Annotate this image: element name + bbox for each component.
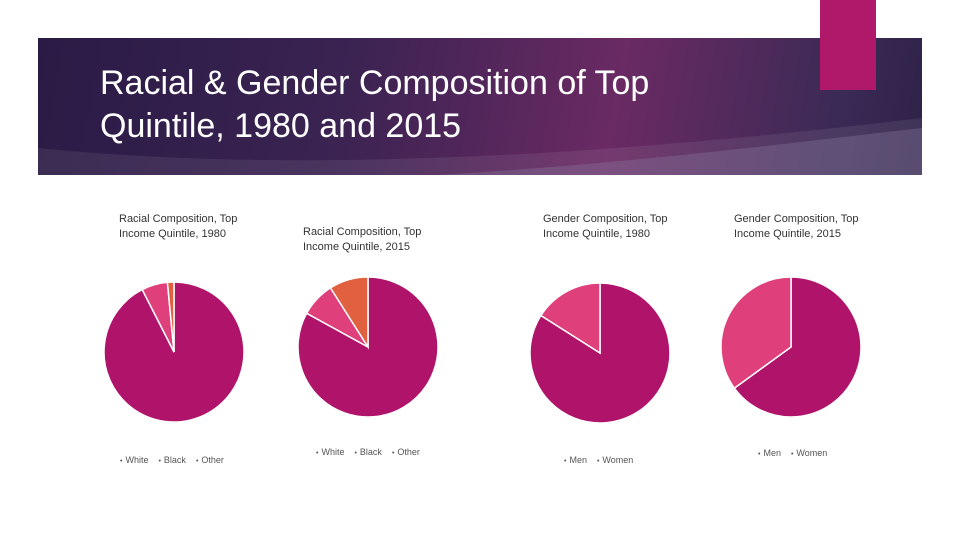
chart-4-title: Gender Composition, Top Income Quintile,…: [734, 213, 859, 240]
legend-label: White: [125, 455, 149, 465]
chart-3-title: Gender Composition, Top Income Quintile,…: [543, 213, 668, 240]
chart-2-pie: [297, 276, 439, 418]
legend-bullet-icon: •: [596, 458, 600, 465]
banner-decoration: [38, 118, 922, 175]
legend-label: White: [321, 447, 345, 457]
legend-label: Men: [569, 455, 587, 465]
chart-4-pie: [720, 276, 862, 418]
legend-bullet-icon: •: [316, 450, 319, 457]
chart-1-legend-item-black: • Black: [158, 455, 185, 465]
legend-label: Black: [163, 455, 186, 465]
legend-label: Men: [763, 448, 781, 458]
chart-2-legend-item-white: • White: [316, 447, 344, 457]
legend-label: Black: [359, 447, 382, 457]
chart-1-pie: [103, 281, 245, 423]
chart-1-slice-other: [166, 281, 175, 353]
chart-3-legend: • Men • Women: [564, 455, 643, 465]
legend-bullet-icon: •: [158, 458, 161, 465]
legend-label: Other: [201, 455, 224, 465]
legend-label: Women: [602, 455, 634, 465]
chart-4-legend: • Men • Women: [758, 448, 837, 458]
legend-label: Other: [397, 447, 420, 457]
chart-4-legend-item-men: • Men: [758, 448, 781, 458]
legend-bullet-icon: •: [195, 458, 199, 465]
chart-1-legend-item-white: • White: [120, 455, 148, 465]
chart-3-legend-item-women: • Women: [597, 455, 633, 465]
accent-square: [820, 0, 876, 90]
chart-2-title: Racial Composition, Top Income Quintile,…: [303, 226, 422, 253]
chart-2-legend-item-other: • Other: [392, 447, 420, 457]
slide-title: Racial & Gender Composition of Top Quint…: [100, 62, 800, 148]
chart-1-legend: • White • Black • Other: [120, 455, 234, 465]
legend-bullet-icon: •: [758, 451, 761, 458]
chart-3-slice-women: [539, 282, 601, 355]
legend-bullet-icon: •: [790, 451, 794, 458]
chart-4-slice-women: [720, 276, 792, 390]
chart-2-slice-other: [329, 276, 369, 350]
legend-bullet-icon: •: [564, 458, 567, 465]
legend-bullet-icon: •: [391, 450, 395, 457]
chart-2-legend-item-black: • Black: [354, 447, 381, 457]
chart-1-title: Racial Composition, Top Income Quintile,…: [119, 213, 238, 240]
legend-bullet-icon: •: [354, 450, 357, 457]
chart-4-slice-men: [733, 276, 862, 418]
chart-3-legend-item-men: • Men: [564, 455, 587, 465]
chart-4-legend-item-women: • Women: [791, 448, 827, 458]
chart-1-legend-item-other: • Other: [196, 455, 224, 465]
title-banner: [38, 38, 922, 175]
legend-label: Women: [796, 448, 828, 458]
legend-bullet-icon: •: [120, 458, 123, 465]
chart-3-pie: [529, 282, 671, 424]
slide-title-line-1: Racial & Gender Composition of Top: [100, 64, 650, 102]
chart-2-legend: • White • Black • Other: [316, 447, 430, 457]
slide-title-line-2: Quintile, 1980 and 2015: [100, 107, 462, 145]
